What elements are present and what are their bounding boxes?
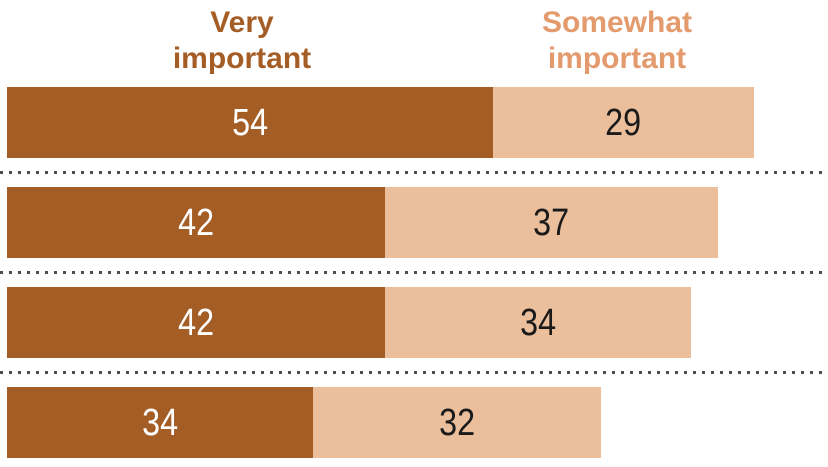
segment-value-label: 29 (605, 101, 642, 144)
segment-very-important: 54 (7, 87, 493, 158)
legend-somewhat-important: Somewhat important (541, 6, 693, 75)
segment-somewhat-important: 37 (385, 187, 718, 258)
bar-row: 34 32 (7, 387, 828, 458)
segment-somewhat-important: 34 (385, 287, 691, 358)
segment-very-important: 34 (7, 387, 313, 458)
segment-value-label: 34 (520, 301, 556, 344)
segment-somewhat-important: 29 (493, 87, 754, 158)
bar-row: 54 29 (7, 87, 828, 158)
row-separator (0, 258, 828, 287)
segment-value-label: 42 (178, 301, 214, 344)
segment-value-label: 32 (439, 401, 475, 444)
dotted-line (0, 271, 828, 274)
segment-somewhat-important: 32 (313, 387, 601, 458)
segment-value-label: 37 (533, 201, 570, 244)
bar-row: 42 37 (7, 187, 828, 258)
chart-legend: Very important Somewhat important (0, 0, 828, 87)
segment-value-label: 54 (232, 101, 268, 144)
segment-value-label: 42 (178, 201, 214, 244)
row-separator (0, 358, 828, 387)
dotted-line (0, 171, 828, 174)
row-separator (0, 158, 828, 187)
segment-very-important: 42 (7, 287, 385, 358)
segment-value-label: 34 (142, 401, 178, 444)
bar-rows-container: 54 29 42 37 42 34 34 32 (0, 87, 828, 458)
dotted-line (0, 371, 828, 374)
bar-row: 42 34 (7, 287, 828, 358)
segment-very-important: 42 (7, 187, 385, 258)
legend-very-important: Very important (172, 6, 312, 75)
